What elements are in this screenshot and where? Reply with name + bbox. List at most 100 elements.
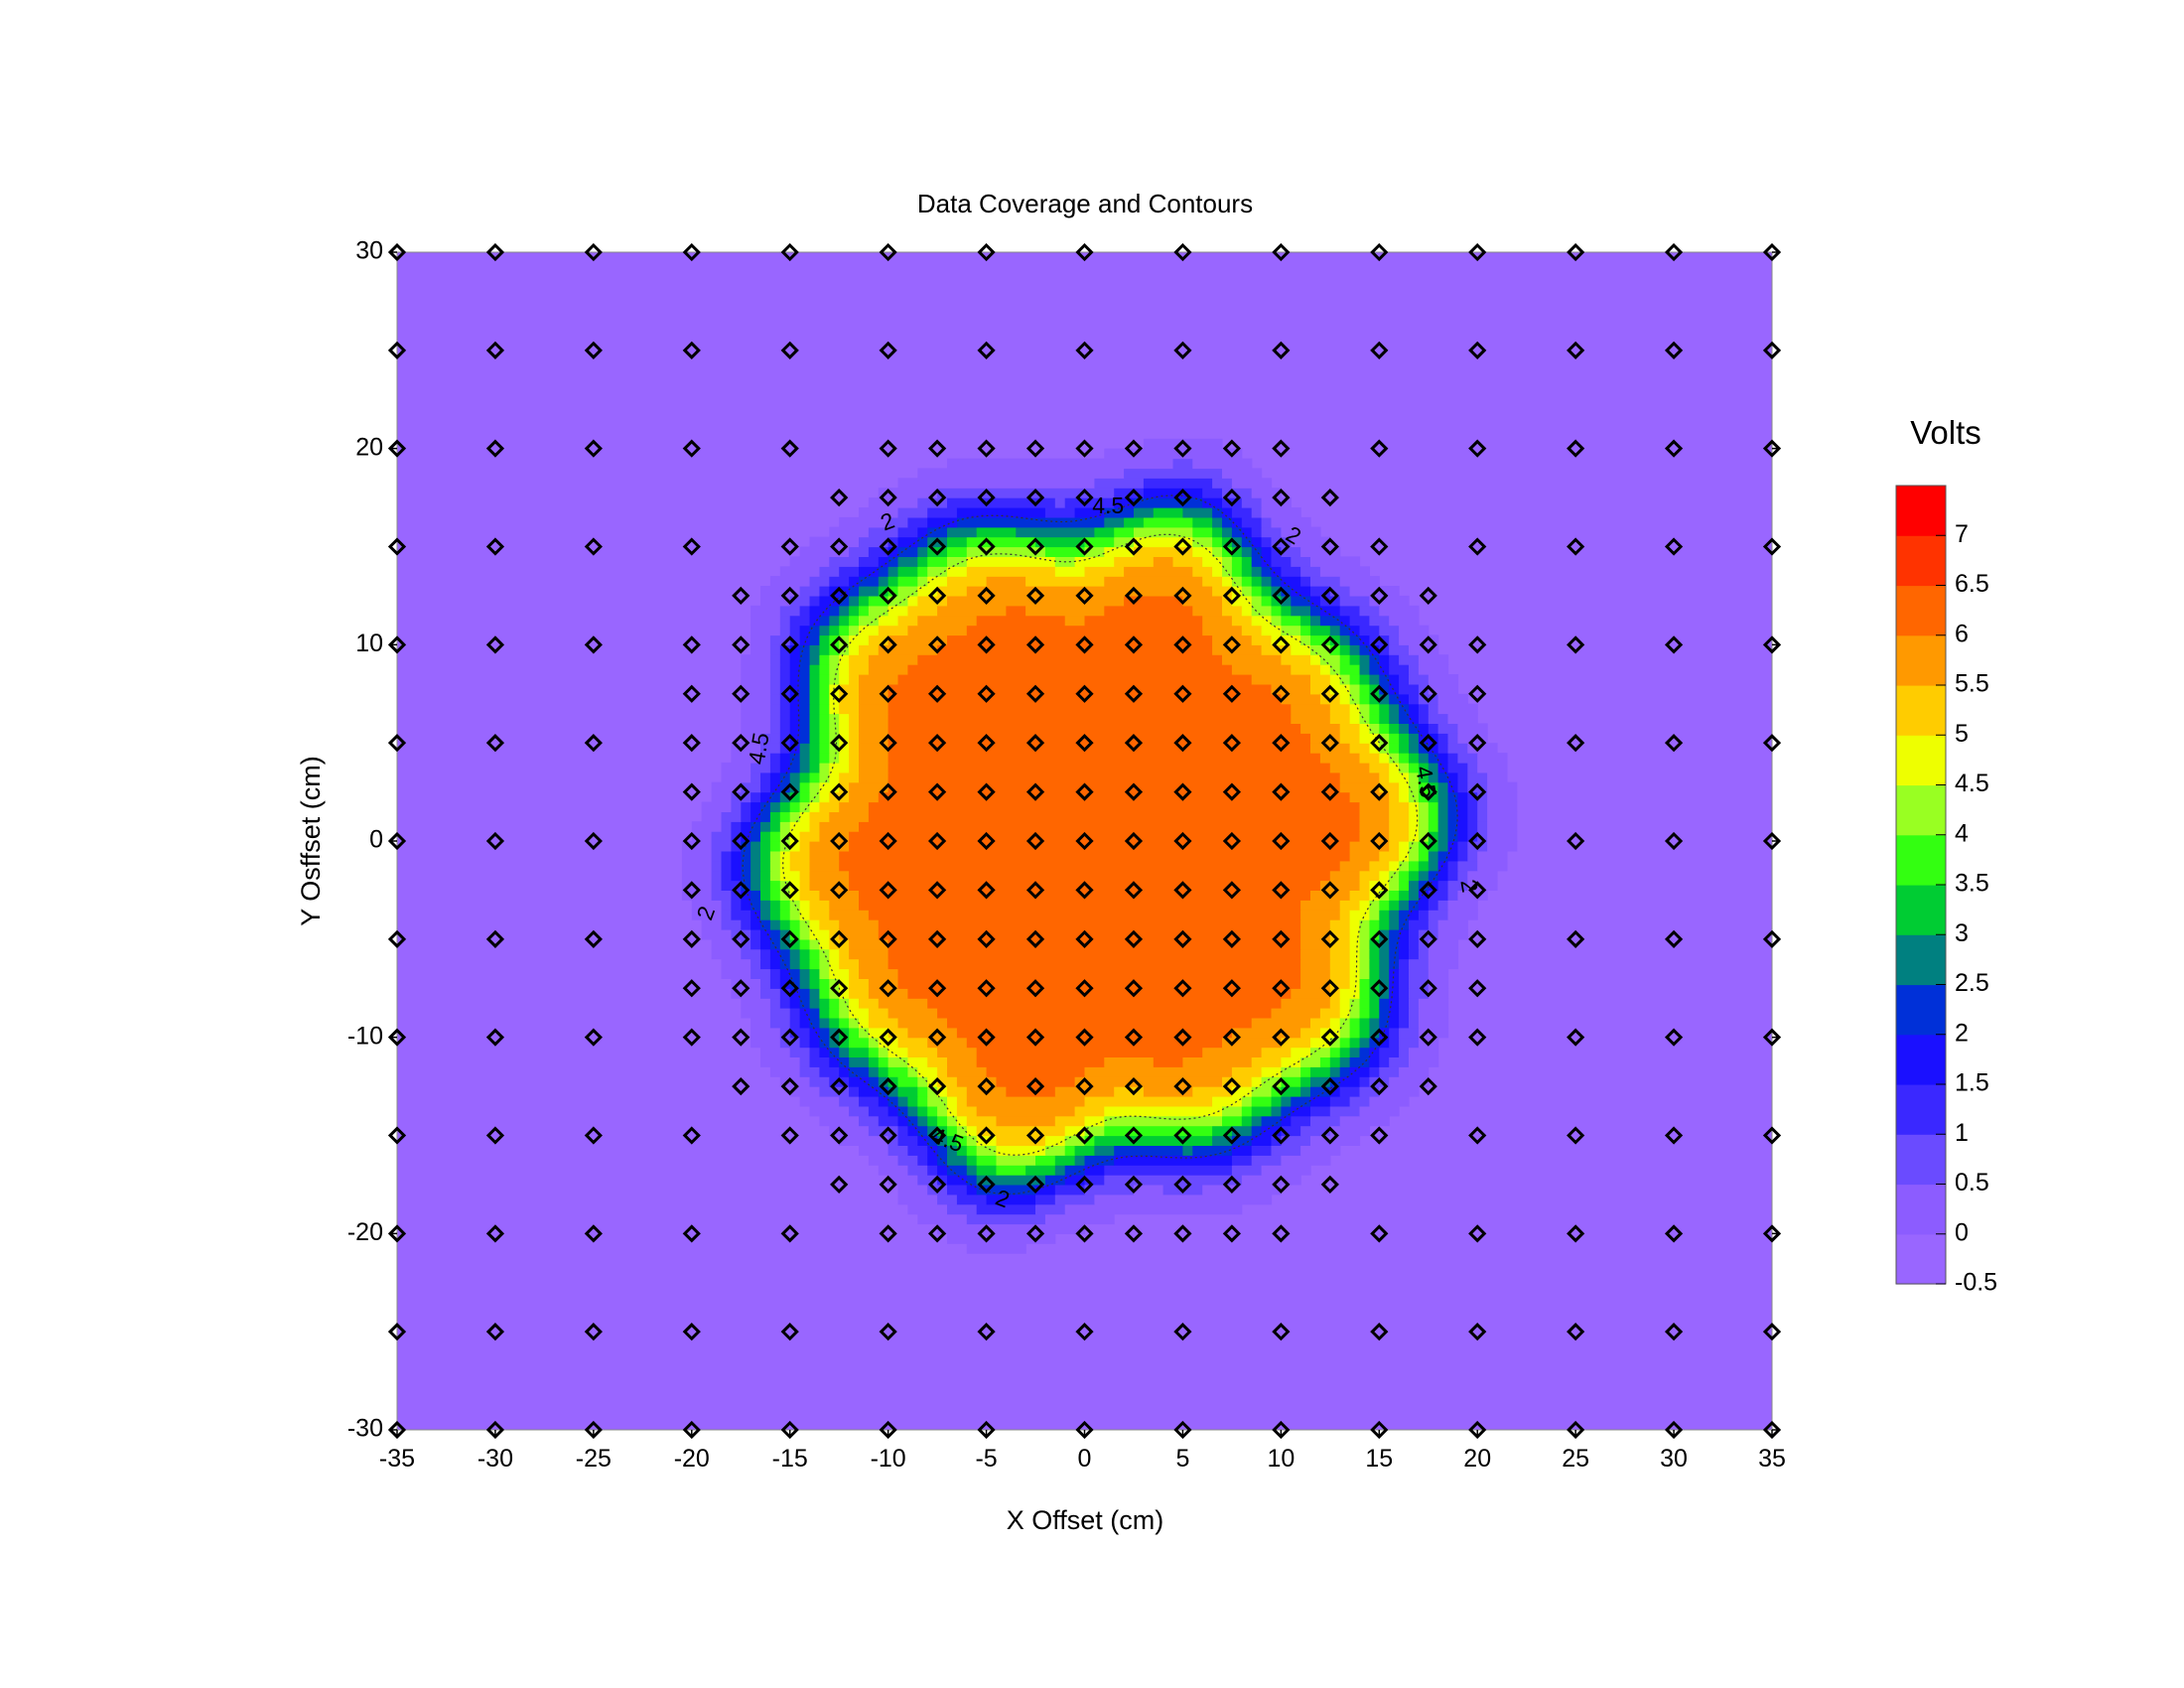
field-cell <box>1114 488 1145 498</box>
field-cell <box>1261 566 1273 577</box>
sample-point <box>485 734 505 753</box>
field-cell <box>1409 791 1420 803</box>
field-cell <box>819 664 830 675</box>
sample-point <box>830 635 849 654</box>
field-cell <box>799 625 811 636</box>
field-cell <box>1409 1008 1420 1019</box>
field-cell <box>966 546 1046 557</box>
sample-point <box>1075 537 1094 556</box>
field-cell <box>769 703 781 715</box>
field-cell <box>829 634 840 645</box>
field-cell <box>1241 1096 1253 1107</box>
sample-point <box>1762 1028 1782 1047</box>
field-cell <box>1369 948 1380 960</box>
sample-point <box>879 586 897 606</box>
field-cell <box>819 988 830 999</box>
field-cell <box>1300 1086 1311 1097</box>
field-cell <box>1428 801 1439 812</box>
field-cell <box>976 1165 998 1176</box>
field-cell <box>1339 1027 1351 1039</box>
field-cell <box>1271 1145 1301 1156</box>
field-cell <box>927 1165 938 1176</box>
field-cell <box>1300 958 1331 970</box>
sample-point <box>977 782 996 801</box>
sample-point <box>1468 242 1487 262</box>
field-cell <box>1428 781 1439 793</box>
x-tick-label: 30 <box>1660 1445 1688 1473</box>
field-cell <box>711 860 723 872</box>
sample-point <box>977 635 996 654</box>
field-cell <box>1310 634 1331 645</box>
sample-point <box>780 734 799 753</box>
field-cell <box>1399 948 1410 960</box>
field-cell <box>1349 654 1361 665</box>
field-cell <box>1281 595 1292 607</box>
field-cell <box>1035 1184 1056 1196</box>
sample-point <box>1320 635 1339 654</box>
legend-label: 1 <box>1955 1119 1969 1147</box>
field-cell <box>779 860 791 872</box>
field-cell <box>1339 772 1380 783</box>
sample-point <box>682 881 701 900</box>
field-cell <box>937 488 1115 498</box>
field-cell <box>859 753 889 764</box>
field-cell <box>1212 526 1223 538</box>
field-cell <box>1437 733 1449 744</box>
field-cell <box>1379 910 1390 920</box>
sample-point <box>1320 1126 1339 1145</box>
field-cell <box>849 615 860 627</box>
sample-point <box>1370 1224 1389 1243</box>
field-cell <box>1379 1047 1400 1057</box>
field-cell <box>789 890 801 901</box>
sample-point <box>1075 929 1094 948</box>
sample-point <box>1222 881 1242 900</box>
field-cell <box>769 938 781 950</box>
sample-point <box>387 341 407 359</box>
field-cell <box>799 988 811 999</box>
contour-label: 4.5 <box>744 731 774 767</box>
field-cell <box>1074 1076 1223 1087</box>
field-cell <box>907 595 918 607</box>
field-cell <box>839 605 850 617</box>
field-cell <box>1329 1056 1341 1067</box>
field-cell <box>1124 516 1145 528</box>
field-cell <box>907 1165 928 1176</box>
field-cell <box>1084 1165 1105 1176</box>
field-cell <box>1271 586 1282 597</box>
field-cell <box>1379 929 1390 940</box>
field-cell <box>1409 713 1420 724</box>
field-cell <box>799 1017 811 1029</box>
field-cell <box>1379 948 1390 960</box>
field-cell <box>1094 478 1145 489</box>
sample-point <box>1419 1076 1437 1096</box>
field-cell <box>1409 938 1420 950</box>
field-cell <box>1339 654 1351 665</box>
field-cell <box>868 1076 880 1087</box>
sample-point <box>1664 635 1684 654</box>
field-cell <box>1418 938 1430 950</box>
sample-point <box>1419 684 1437 703</box>
sample-point <box>927 1126 947 1145</box>
field-cell <box>1467 880 1498 891</box>
field-cell <box>1261 1076 1282 1087</box>
sample-point <box>387 1126 407 1145</box>
field-cell <box>799 1056 811 1067</box>
field-cell <box>1192 605 1223 617</box>
field-cell <box>1281 1115 1292 1127</box>
field-cell <box>1359 654 1370 665</box>
field-cell <box>966 1175 978 1186</box>
sample-point <box>1762 242 1782 262</box>
field-cell <box>819 713 830 724</box>
sample-point <box>1272 242 1291 262</box>
field-cell <box>1389 860 1400 872</box>
field-cell <box>1379 743 1390 754</box>
sample-point <box>1320 881 1339 900</box>
field-cell <box>1379 733 1390 744</box>
field-cell <box>1389 762 1400 774</box>
field-cell <box>1281 1076 1301 1087</box>
field-cell <box>1447 900 1478 911</box>
field-cell <box>1310 644 1331 655</box>
field-cell <box>849 1047 870 1057</box>
field-cell <box>1319 880 1361 891</box>
field-cell <box>976 1105 1076 1117</box>
